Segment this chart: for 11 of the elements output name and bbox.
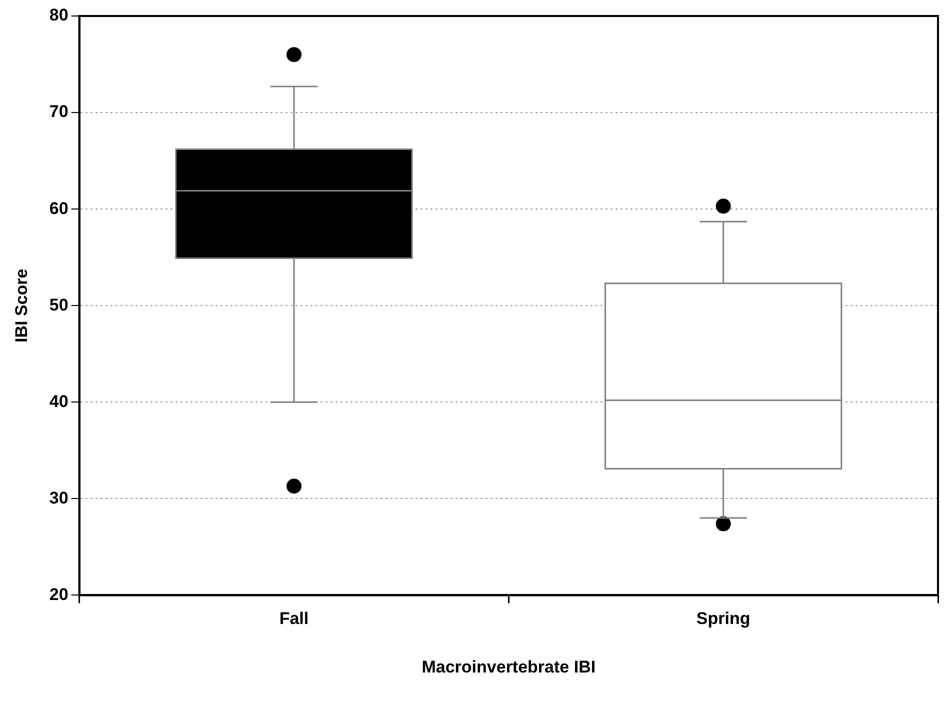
y-tick-label: 60 — [49, 198, 68, 218]
x-axis-title: Macroinvertebrate IBI — [422, 657, 596, 676]
y-tick-label: 40 — [49, 392, 68, 411]
y-tick-label: 50 — [49, 295, 68, 314]
x-tick-label: Fall — [279, 609, 309, 628]
x-tick-label: Spring — [696, 609, 750, 628]
y-tick-label: 70 — [49, 102, 68, 122]
y-axis-title: IBI Score — [12, 268, 31, 342]
y-tick-label: 80 — [49, 6, 68, 25]
y-tick-label: 20 — [49, 584, 68, 604]
y-tick-label: 30 — [49, 488, 68, 508]
